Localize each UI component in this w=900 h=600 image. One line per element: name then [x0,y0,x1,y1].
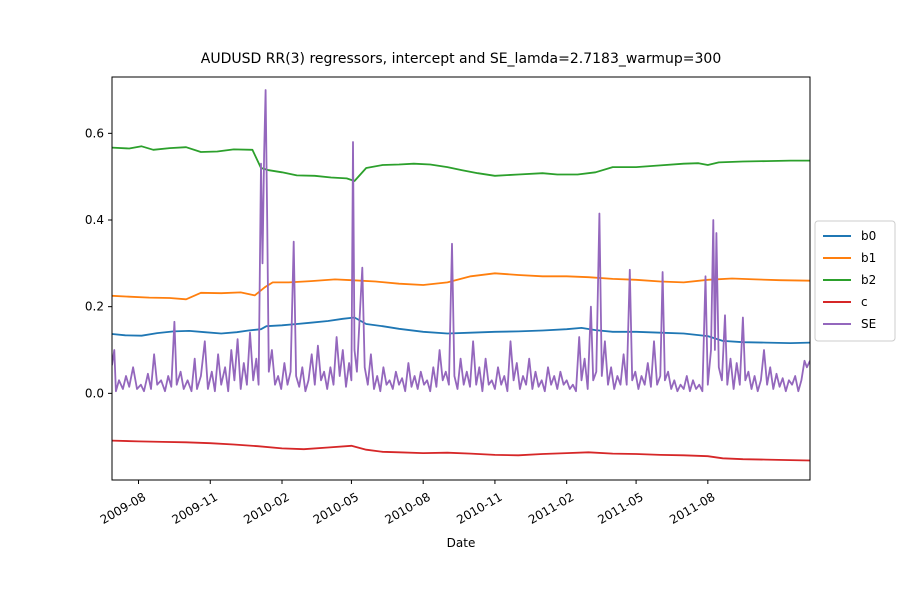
series-line-b0 [112,316,810,345]
x-tick-label: 2011-02 [526,490,576,527]
legend-label-b2: b2 [861,273,876,287]
y-tick-label: 0.2 [85,300,104,314]
chart-title: AUDUSD RR(3) regressors, intercept and S… [201,51,721,67]
x-tick-label: 2009-11 [170,490,220,527]
series-line-c [112,439,810,462]
x-tick-label: 2010-08 [382,490,432,527]
y-axis: 0.0 0.2 0.4 0.6 [85,126,112,400]
y-tick-label: 0.6 [85,126,104,140]
series-line-SE [112,89,810,393]
x-tick-label: 2011-05 [595,490,645,527]
x-tick-label: 2009-08 [98,490,148,527]
x-tick-label: 2010-11 [454,490,504,527]
series-line-b1 [112,272,810,301]
x-axis-title: Date [447,536,476,550]
legend-label-b0: b0 [861,229,876,243]
legend-box [814,220,896,342]
plot-lines [112,89,810,462]
legend-label-c: c [861,295,868,309]
x-tick-label: 2010-02 [241,490,291,527]
x-tick-label: 2010-05 [311,490,361,527]
x-tick-label: 2011-08 [667,490,717,527]
x-axis: 2009-08 2009-11 2010-02 2010-05 2010-08 2010-… [98,480,718,527]
legend-label-SE: SE [861,317,876,331]
plot-frame [111,76,811,481]
series-line-b2 [112,145,810,182]
y-tick-label: 0.0 [85,386,104,400]
legend-label-b1: b1 [861,251,876,265]
legend: b0 b1 b2 c SE [814,220,896,342]
y-tick-label: 0.4 [85,213,104,227]
